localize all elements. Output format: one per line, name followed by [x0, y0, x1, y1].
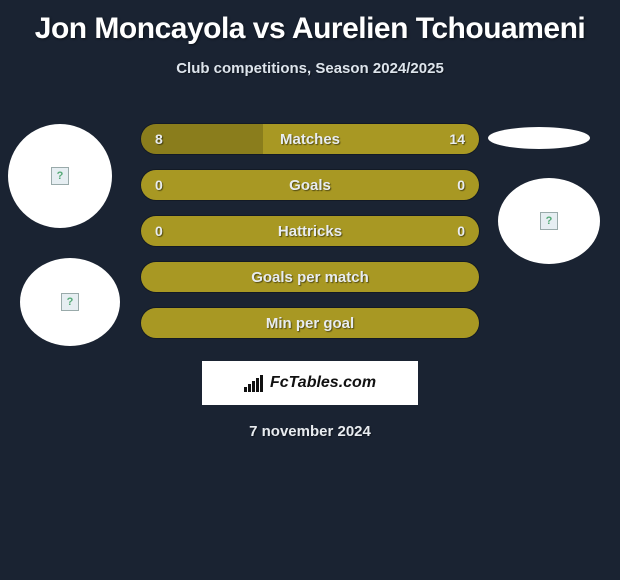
- stat-value-left: 8: [155, 131, 163, 147]
- stats-container: 8 14 Matches 0 0 Goals 0 0 Hattricks Goals per ma…: [140, 123, 480, 339]
- stat-label: Matches: [280, 131, 340, 148]
- image-placeholder-icon: ?: [51, 167, 69, 185]
- stat-value-right: 14: [449, 131, 465, 147]
- brand-text: FcTables.com: [270, 374, 376, 392]
- image-placeholder-icon: ?: [540, 212, 558, 230]
- stat-label: Goals per match: [251, 269, 369, 286]
- stat-label: Min per goal: [266, 315, 354, 332]
- fctables-logo-icon: [244, 374, 266, 392]
- generated-date: 7 november 2024: [0, 423, 620, 440]
- brand-box[interactable]: FcTables.com: [202, 361, 418, 405]
- image-placeholder-icon: ?: [61, 293, 79, 311]
- player-left-avatar-placeholder: ?: [8, 124, 112, 228]
- stat-value-left: 0: [155, 223, 163, 239]
- stat-row: 0 0 Goals: [140, 169, 480, 201]
- stat-row: Min per goal: [140, 307, 480, 339]
- team-right-badge-placeholder: [488, 127, 590, 149]
- stat-value-left: 0: [155, 177, 163, 193]
- stat-value-right: 0: [457, 177, 465, 193]
- page-title: Jon Moncayola vs Aurelien Tchouameni: [0, 0, 620, 46]
- stat-row: 0 0 Hattricks: [140, 215, 480, 247]
- page-subtitle: Club competitions, Season 2024/2025: [0, 60, 620, 77]
- stat-row: 8 14 Matches: [140, 123, 480, 155]
- team-left-badge-placeholder: ?: [20, 258, 120, 346]
- stat-label: Goals: [289, 177, 331, 194]
- stat-value-right: 0: [457, 223, 465, 239]
- stat-row: Goals per match: [140, 261, 480, 293]
- player-right-avatar-placeholder: ?: [498, 178, 600, 264]
- stat-label: Hattricks: [278, 223, 342, 240]
